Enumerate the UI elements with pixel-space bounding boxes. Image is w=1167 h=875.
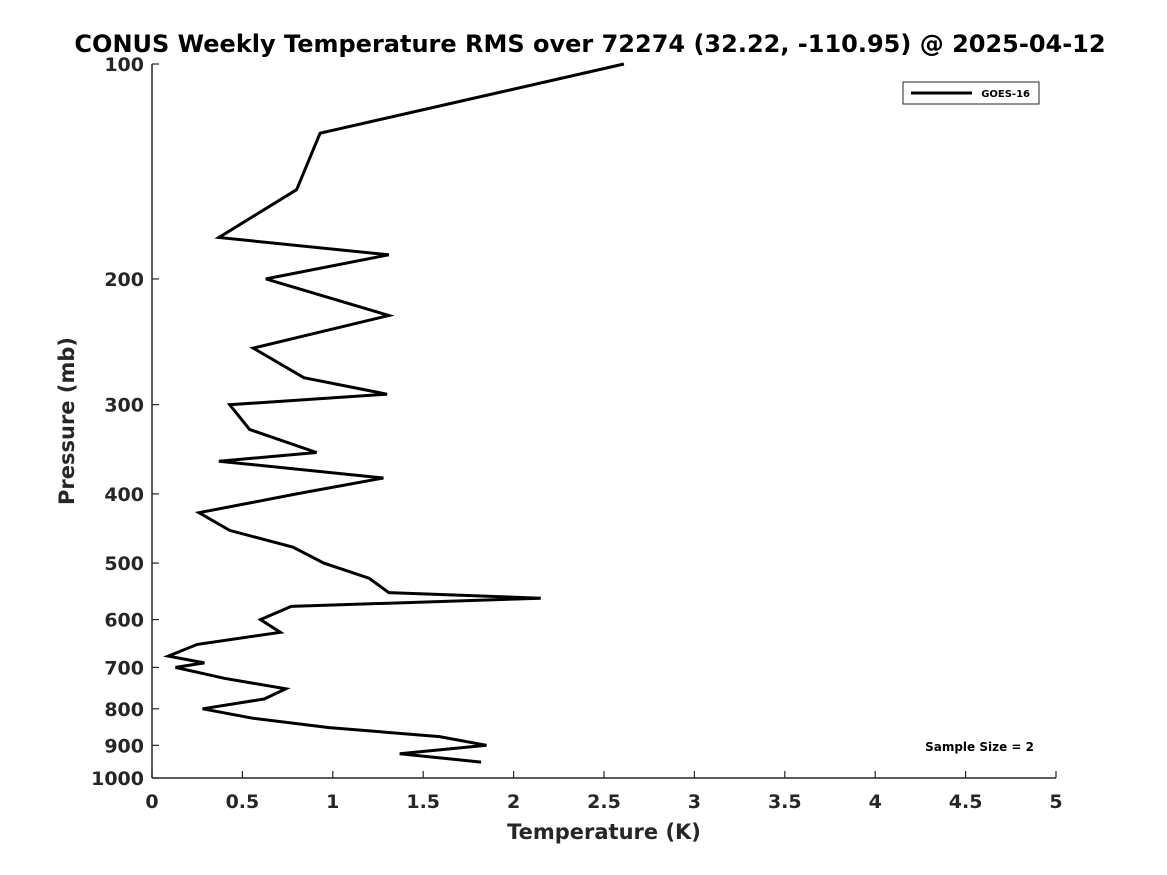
x-tick-label: 1: [326, 791, 339, 813]
x-tick-label: 2: [507, 791, 520, 813]
x-tick-label: 1.5: [406, 791, 440, 813]
y-tick-label: 1000: [91, 768, 144, 790]
sample-size-annotation: Sample Size = 2: [925, 740, 1034, 754]
x-tick-label: 0: [145, 791, 158, 813]
y-ticks: 100 200 300 400 500 600 700 800 900 1000: [91, 54, 159, 790]
x-tick-label: 2.5: [587, 791, 621, 813]
y-axis-label: Pressure (mb): [55, 337, 79, 505]
x-tick-label: 4: [869, 791, 882, 813]
y-tick-label: 800: [104, 699, 144, 721]
legend-label-goes-16: GOES-16: [981, 89, 1030, 100]
y-tick-label: 100: [104, 54, 144, 76]
x-tick-label: 3: [688, 791, 701, 813]
x-tick-label: 0.5: [226, 791, 260, 813]
y-tick-label: 300: [104, 395, 144, 417]
series-line-goes-16: [162, 62, 625, 764]
plot-axes: [151, 64, 1056, 779]
x-axis-label: Temperature (K): [507, 820, 701, 844]
y-tick-label: 700: [104, 657, 144, 679]
y-tick-label: 200: [104, 269, 144, 291]
y-tick-label: 600: [104, 610, 144, 632]
y-tick-label: 500: [104, 553, 144, 575]
y-tick-label: 900: [104, 735, 144, 757]
x-tick-label: 4.5: [949, 791, 983, 813]
legend: GOES-16: [902, 81, 1040, 105]
x-tick-label: 5: [1049, 791, 1062, 813]
x-tick-label: 3.5: [768, 791, 802, 813]
series-group: [162, 62, 625, 764]
chart-title: CONUS Weekly Temperature RMS over 72274 …: [74, 30, 1105, 58]
y-tick-label: 400: [104, 484, 144, 506]
x-ticks: 0 0.5 1 1.5 2 2.5 3 3.5 4 4.5 5: [145, 771, 1063, 813]
